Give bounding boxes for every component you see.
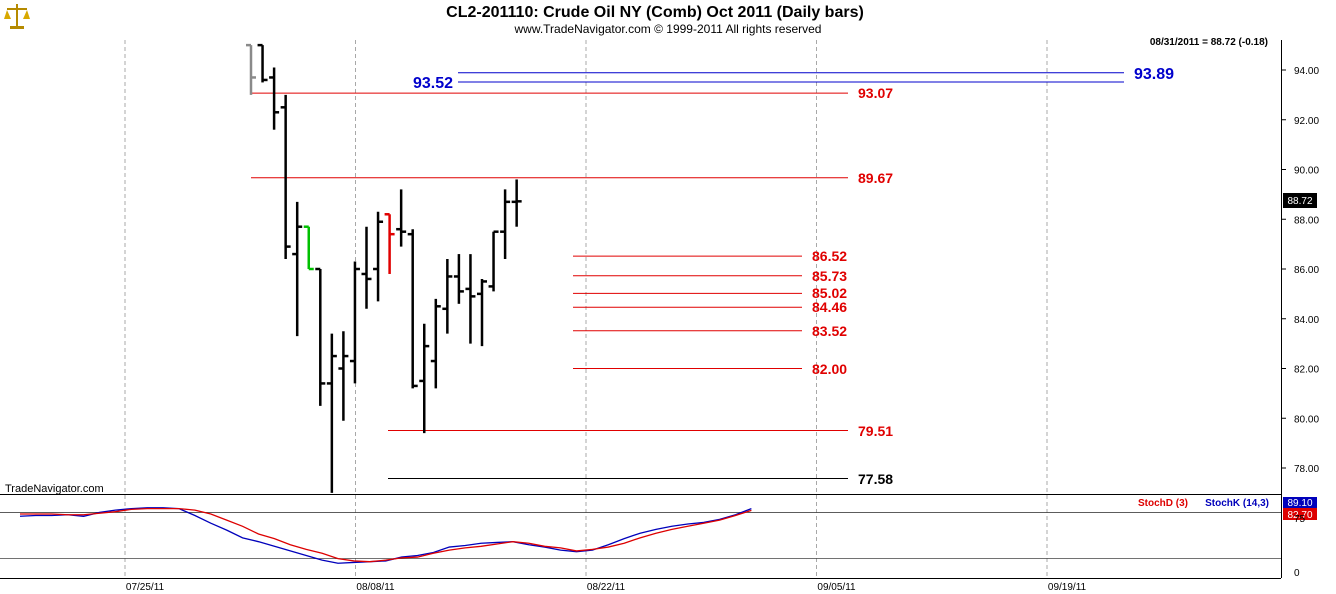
ohlc-bar xyxy=(488,230,499,292)
ohlc-bar xyxy=(326,333,337,493)
stoch-tick-top: 75 xyxy=(1294,514,1306,525)
ohlc-bar xyxy=(465,254,476,344)
level-label: 86.52 xyxy=(812,248,847,264)
ohlc-bar xyxy=(384,213,395,274)
ohlc-bar xyxy=(407,229,418,389)
ohlc-bar xyxy=(500,189,511,260)
level-label: 85.02 xyxy=(812,285,847,301)
x-tick-label: 09/05/11 xyxy=(817,582,856,593)
price-tick-label: 94.00 xyxy=(1294,66,1319,77)
x-tick-label: 08/22/11 xyxy=(587,582,626,593)
stochastic-panel xyxy=(0,507,1281,564)
ohlc-bar xyxy=(315,267,326,406)
stoch-k-last: 89.10 xyxy=(1287,498,1312,509)
x-tick-label: 08/08/11 xyxy=(356,582,395,593)
price-tick-label: 78.00 xyxy=(1294,464,1319,475)
watermark: TradeNavigator.com xyxy=(5,483,104,495)
stoch-k-legend: StochK (14,3) xyxy=(1205,498,1269,509)
price-tick-label: 90.00 xyxy=(1294,166,1319,177)
stoch-tick-bottom: 0 xyxy=(1294,568,1300,579)
ohlc-bar xyxy=(361,226,372,309)
ohlc-bar xyxy=(442,259,453,334)
stoch-d-line xyxy=(20,507,752,563)
level-label: 93.89 xyxy=(1134,66,1174,83)
ohlc-bar xyxy=(269,67,280,130)
ohlc-bar xyxy=(511,179,522,227)
level-label: 85.73 xyxy=(812,268,847,284)
level-label: 79.51 xyxy=(858,423,893,439)
level-label: 84.46 xyxy=(812,299,847,315)
ohlc-bar xyxy=(477,278,487,347)
price-tick-label: 88.00 xyxy=(1294,215,1319,226)
ohlc-bar xyxy=(303,225,314,271)
level-label: 83.52 xyxy=(812,323,847,339)
ohlc-bar xyxy=(338,331,349,421)
chart-subtitle: www.TradeNavigator.com © 1999-2011 All r… xyxy=(514,22,822,36)
ohlc-bar xyxy=(396,189,407,247)
grid xyxy=(124,40,1048,578)
stoch-k-line xyxy=(19,507,752,564)
ohlc-bar xyxy=(292,201,303,337)
price-tick-label: 82.00 xyxy=(1294,365,1319,376)
stoch-d-legend: StochD (3) xyxy=(1138,498,1188,509)
price-axis: 78.00 80.00 82.00 84.00 86.00 88.00 90.00 92.00… xyxy=(1281,66,1319,475)
price-tick-label: 92.00 xyxy=(1294,116,1319,127)
chart-title: CL2-201110: Crude Oil NY (Comb) Oct 2011… xyxy=(446,4,864,21)
level-label: 89.67 xyxy=(858,170,893,186)
x-axis: 07/25/11 08/08/11 08/22/11 09/05/11 09/19/11 xyxy=(126,582,1087,593)
level-label: 82.00 xyxy=(812,361,847,377)
price-panel-frame xyxy=(0,40,1282,579)
level-label: 77.58 xyxy=(858,471,893,487)
price-tick-label: 80.00 xyxy=(1294,414,1319,425)
ohlc-bar xyxy=(280,94,291,260)
x-tick-label: 07/25/11 xyxy=(126,582,165,593)
level-label: 93.52 xyxy=(413,75,453,92)
price-levels: 93.89 93.52 93.07 89.67 86.52 85.7385.0284.46… xyxy=(251,66,1174,487)
ohlc-bar xyxy=(349,261,360,384)
level-label: 93.07 xyxy=(858,85,893,101)
last-price-tag: 88.72 xyxy=(1283,193,1317,208)
ohlc-bar xyxy=(257,43,268,83)
scales-icon xyxy=(4,4,30,29)
stoch-last-tags: 89.10 82.70 xyxy=(1283,497,1317,521)
ohlc-bar xyxy=(373,211,384,302)
x-tick-label: 09/19/11 xyxy=(1048,582,1087,593)
last-price-info: 08/31/2011 = 88.72 (-0.18) xyxy=(1150,37,1268,48)
ohlc-bar xyxy=(430,298,441,389)
ohlc-bar xyxy=(419,323,430,434)
price-tick-label: 84.00 xyxy=(1294,315,1319,326)
ohlc-bar xyxy=(453,254,464,304)
ohlc-bar xyxy=(246,43,256,95)
last-price-label: 88.72 xyxy=(1287,196,1312,207)
ohlc-bars xyxy=(246,43,522,493)
price-tick-label: 86.00 xyxy=(1294,265,1319,276)
stoch-d-last: 82.70 xyxy=(1287,510,1312,521)
